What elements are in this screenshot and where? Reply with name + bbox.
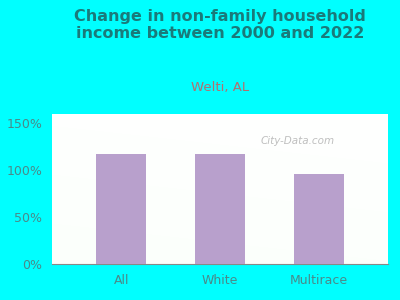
Bar bbox=[96, 154, 146, 264]
Text: City-Data.com: City-Data.com bbox=[260, 136, 334, 146]
Text: Change in non-family household
income between 2000 and 2022: Change in non-family household income be… bbox=[74, 9, 366, 41]
Bar bbox=[195, 154, 245, 264]
Text: Welti, AL: Welti, AL bbox=[191, 81, 249, 94]
Bar bbox=[294, 174, 344, 264]
